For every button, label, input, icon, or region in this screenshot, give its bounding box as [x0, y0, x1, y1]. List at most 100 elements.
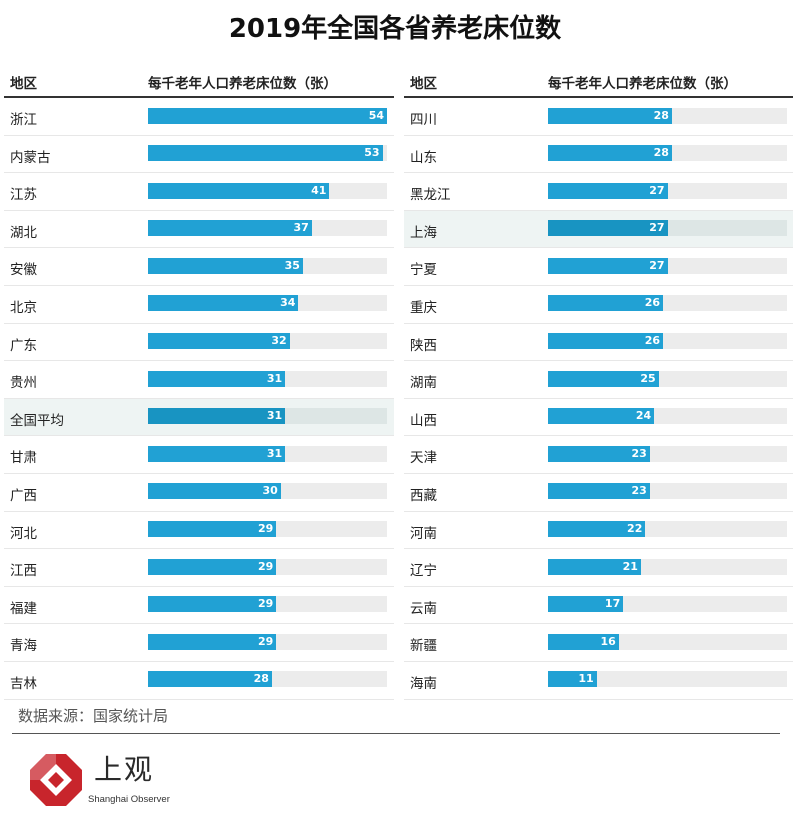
data-label: 23: [631, 484, 647, 498]
data-label: 29: [258, 559, 274, 573]
table-row: 福建 29: [4, 587, 394, 625]
data-label: 37: [293, 221, 309, 235]
category-label: 云南: [410, 600, 437, 617]
data-label: 53: [364, 146, 380, 160]
bar-track: 28: [148, 671, 387, 688]
category-label: 上海: [410, 224, 437, 241]
table-row: 江苏 41: [4, 173, 394, 211]
bar-track: 34: [148, 295, 387, 312]
category-label: 陕西: [410, 337, 437, 354]
bar: 34: [148, 295, 299, 312]
data-label: 31: [266, 446, 283, 460]
bar-track: 21: [548, 558, 787, 575]
bar-track: 26: [548, 333, 787, 350]
data-label: 28: [653, 108, 669, 122]
table-row: 江西 29: [4, 549, 394, 587]
footer-divider: [12, 733, 780, 734]
table-row: 北京 34: [4, 286, 394, 324]
table-row: 浙江 54: [4, 98, 394, 136]
table-left: 地区 每千老年人口养老床位数（张） 浙江 54 内蒙古 53 江苏 41 湖北 37 安徽 35 北…: [4, 62, 394, 700]
bar: 29: [148, 521, 277, 538]
category-label: 海南: [410, 675, 437, 692]
category-label: 贵州: [10, 375, 37, 392]
category-label: 吉林: [10, 675, 37, 692]
category-label: 青海: [10, 638, 37, 655]
bar-track: 41: [148, 182, 387, 199]
bar-track: 27: [548, 220, 787, 237]
table-row: 吉林 28: [4, 662, 394, 700]
bar-track: 25: [548, 370, 787, 387]
category-label: 河北: [10, 525, 37, 542]
bar-track: 28: [548, 145, 787, 162]
category-label: 四川: [410, 112, 437, 128]
data-label: 29: [258, 597, 274, 611]
data-label: 29: [258, 522, 274, 536]
table-header: 地区 每千老年人口养老床位数（张）: [404, 62, 793, 98]
bar: 23: [548, 445, 650, 462]
header-region: 地区: [10, 76, 37, 92]
bar: 21: [548, 558, 641, 575]
chart-title: 2019年全国各省养老床位数: [228, 14, 562, 44]
category-label: 辽宁: [410, 563, 437, 580]
rows-left: 浙江 54 内蒙古 53 江苏 41 湖北 37 安徽 35 北京 34 广东 32 贵州 31 全国平均 31 甘…: [4, 98, 394, 700]
bar: 22: [548, 521, 646, 538]
data-label: 27: [649, 183, 665, 197]
data-label: 26: [644, 296, 661, 310]
category-label: 甘肃: [10, 450, 37, 467]
table-right: 地区 每千老年人口养老床位数（张） 四川 28 山东 28 黑龙江 27 上海 27 宁夏 27 重…: [404, 62, 793, 700]
bar: 26: [548, 295, 664, 312]
data-label: 17: [604, 597, 621, 611]
data-label: 32: [271, 334, 287, 348]
bar: 54: [148, 107, 387, 124]
table-header: 地区 每千老年人口养老床位数（张）: [4, 62, 394, 98]
category-label: 湖北: [10, 224, 37, 241]
category-label: 山东: [410, 149, 437, 166]
bar: 28: [548, 107, 672, 124]
table-row: 河南 22: [404, 512, 793, 550]
data-label: 27: [649, 258, 665, 272]
data-label: 31: [266, 409, 283, 423]
table-row: 山东 28: [404, 136, 793, 174]
bar: 31: [148, 370, 286, 387]
bar: 31: [148, 445, 286, 462]
bar: 25: [548, 370, 659, 387]
data-label: 28: [653, 146, 669, 160]
data-label: 26: [644, 334, 661, 348]
rows-right: 四川 28 山东 28 黑龙江 27 上海 27 宁夏 27 重庆 26 陕西 26 湖南 25 山西 24 天津 2…: [404, 98, 793, 700]
bar: 24: [548, 408, 655, 425]
bar: 16: [548, 633, 619, 650]
table-row: 安徽 35: [4, 248, 394, 286]
bar-track: 17: [548, 596, 787, 613]
bar-track: 23: [548, 483, 787, 500]
bar: 30: [148, 483, 281, 500]
bar-track: 31: [148, 370, 387, 387]
bar: 35: [148, 257, 303, 274]
bar-track: 23: [548, 445, 787, 462]
data-label: 21: [622, 559, 638, 573]
bar: 29: [148, 596, 277, 613]
data-label: 28: [253, 672, 269, 686]
table-row: 山西 24: [404, 399, 793, 437]
bar: 27: [548, 257, 668, 274]
table-row: 青海 29: [4, 624, 394, 662]
table-row: 广东 32: [4, 324, 394, 362]
category-label: 福建: [10, 600, 37, 617]
table-row: 上海 27: [404, 210, 793, 249]
bar-track: 29: [148, 521, 387, 538]
bar-track: 54: [148, 107, 387, 124]
table-row: 陕西 26: [404, 324, 793, 362]
category-label: 新疆: [410, 638, 437, 655]
shanghai-observer-logo-icon: [30, 754, 82, 806]
bar: 26: [548, 333, 664, 350]
bar-track: 16: [548, 633, 787, 650]
bar-track: 29: [148, 558, 387, 575]
bar: 41: [148, 182, 330, 199]
bar: 53: [148, 145, 383, 162]
data-label: 27: [649, 221, 665, 235]
table-row: 贵州 31: [4, 361, 394, 399]
bar-track: 30: [148, 483, 387, 500]
table-row: 西藏 23: [404, 474, 793, 512]
table-row: 重庆 26: [404, 286, 793, 324]
data-label: 16: [600, 634, 616, 648]
data-label: 30: [262, 484, 278, 498]
